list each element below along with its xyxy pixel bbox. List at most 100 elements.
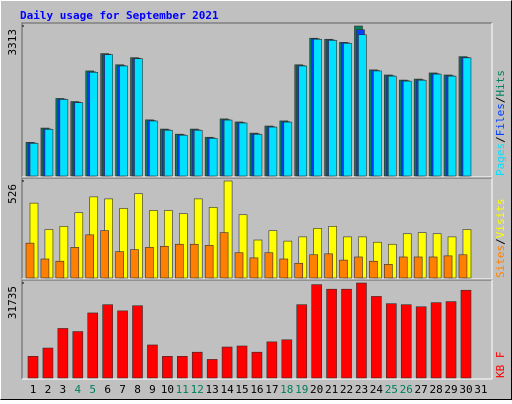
bar — [89, 72, 99, 177]
bar — [59, 99, 69, 177]
x-tick-label: 1 — [30, 383, 37, 396]
bar — [445, 301, 457, 379]
panel-bevel-light — [22, 280, 493, 380]
x-tick-label: 17 — [265, 383, 278, 396]
bar — [57, 328, 69, 379]
bar — [27, 356, 39, 379]
bar — [447, 75, 457, 177]
bar — [268, 126, 278, 177]
x-tick-label: 21 — [325, 383, 338, 396]
x-tick-label: 18 — [280, 383, 293, 396]
legend-entry: Sites — [494, 245, 507, 278]
bar — [117, 310, 128, 379]
x-tick-label: 10 — [161, 383, 174, 396]
bar — [358, 34, 367, 177]
x-tick-label: 13 — [206, 383, 219, 396]
bar — [415, 306, 427, 379]
bar — [189, 243, 199, 279]
bar — [294, 262, 304, 279]
legend: KB F — [494, 352, 507, 379]
bar — [206, 359, 218, 379]
x-tick-label: 27 — [415, 383, 428, 396]
bar — [339, 259, 348, 279]
bar — [44, 129, 54, 177]
x-tick-label: 6 — [104, 383, 111, 396]
bar — [162, 356, 173, 379]
bar — [25, 242, 35, 279]
bar — [204, 245, 214, 279]
bar — [428, 256, 438, 279]
bar — [326, 288, 337, 379]
bar — [208, 138, 218, 177]
bar — [371, 296, 382, 379]
bar — [160, 245, 169, 279]
bar — [400, 304, 412, 379]
x-tick-label: 2 — [45, 383, 52, 396]
bar — [29, 143, 39, 177]
bar — [249, 257, 259, 279]
bar — [386, 303, 397, 379]
bar — [147, 344, 158, 379]
bar — [313, 38, 322, 177]
x-tick-label: 26 — [400, 383, 413, 396]
bar — [417, 79, 427, 177]
x-tick-label: 11 — [176, 383, 189, 396]
bar — [324, 253, 333, 279]
x-tick-label: 25 — [385, 383, 398, 396]
bar — [221, 346, 233, 379]
bar — [462, 57, 472, 177]
bar — [369, 260, 378, 279]
bar — [134, 58, 143, 177]
bar — [191, 351, 203, 379]
x-tick-label: 16 — [250, 383, 263, 396]
bar — [460, 289, 472, 379]
bar — [72, 331, 84, 379]
bar — [430, 302, 442, 379]
x-tick-label: 22 — [340, 383, 353, 396]
x-tick-label: 3 — [60, 383, 67, 396]
bar — [55, 260, 65, 279]
bar — [384, 264, 393, 279]
y-tick-label: 526 — [6, 184, 19, 204]
bar — [119, 65, 128, 177]
panel-bevel-dark — [21, 279, 492, 379]
legend-separator: / — [494, 238, 507, 245]
bar — [341, 288, 352, 379]
legend-entry: Visits — [494, 199, 507, 239]
bar — [104, 54, 113, 177]
bar — [70, 247, 80, 279]
bar — [279, 258, 289, 279]
bar — [40, 258, 50, 279]
bar — [354, 256, 363, 279]
bar — [193, 129, 203, 177]
bar — [298, 65, 308, 177]
bar — [87, 312, 99, 379]
x-tick-label: 20 — [310, 383, 323, 396]
y-tick-label: 3313 — [6, 29, 19, 56]
bar — [145, 247, 154, 279]
bar — [74, 102, 84, 177]
bar — [132, 305, 143, 379]
bar — [373, 70, 382, 177]
bar — [219, 232, 229, 279]
bar — [175, 243, 184, 279]
x-tick-label: 28 — [429, 383, 442, 396]
x-tick-label: 14 — [220, 383, 234, 396]
x-tick-label: 15 — [235, 383, 248, 396]
legend-entry: KB F — [494, 352, 507, 379]
bar — [343, 43, 352, 177]
bar — [432, 73, 442, 177]
bar — [42, 347, 54, 379]
x-tick-label: 12 — [191, 383, 204, 396]
bar — [309, 254, 318, 279]
bar — [234, 252, 244, 279]
legend-separator: / — [494, 97, 507, 104]
bar — [177, 356, 188, 379]
x-tick-label: 8 — [134, 383, 141, 396]
x-tick-label: 9 — [149, 383, 156, 396]
bar — [443, 255, 453, 279]
bar — [283, 121, 293, 177]
bar — [223, 119, 233, 177]
